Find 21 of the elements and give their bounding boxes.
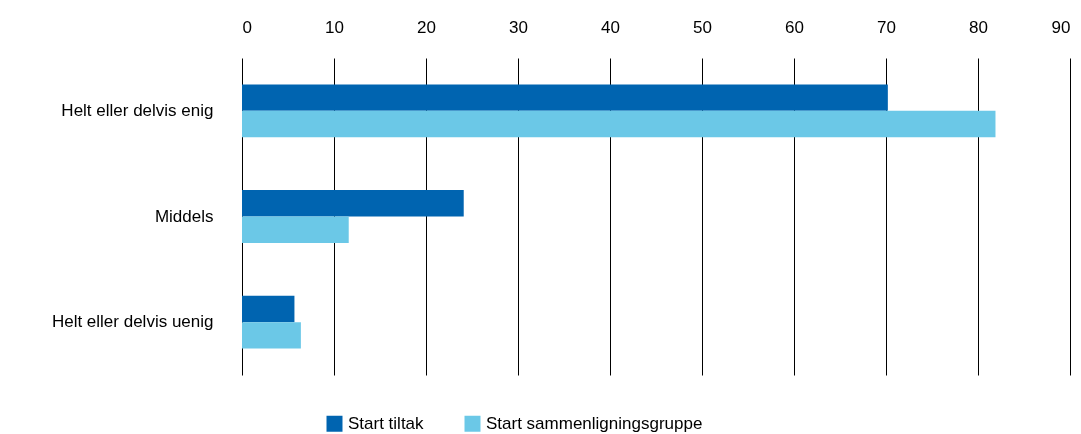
x-tick-label: 90 xyxy=(1051,17,1071,37)
x-tick-label: 40 xyxy=(601,17,620,37)
x-tick-label: 20 xyxy=(417,17,436,37)
y-tick-label: Middels xyxy=(154,206,214,226)
x-tick-label: 80 xyxy=(969,17,988,37)
bar xyxy=(242,216,349,243)
x-tick-label: 60 xyxy=(785,17,804,37)
y-tick-label: Helt eller delvis enig xyxy=(61,100,214,120)
bar xyxy=(242,190,464,217)
bar xyxy=(242,110,996,138)
y-tick-label: Helt eller delvis uenig xyxy=(51,312,214,332)
legend-label: Start sammenligningsgruppe xyxy=(486,413,703,433)
legend-label: Start tiltak xyxy=(348,413,425,433)
x-tick-label: 0 xyxy=(242,17,252,37)
bar xyxy=(242,84,888,111)
x-tick-label: 50 xyxy=(693,17,712,37)
bar xyxy=(242,295,295,323)
x-tick-label: 30 xyxy=(509,17,528,37)
x-tick-label: 10 xyxy=(325,17,344,37)
x-tick-label: 70 xyxy=(877,17,896,37)
bar xyxy=(242,322,301,349)
